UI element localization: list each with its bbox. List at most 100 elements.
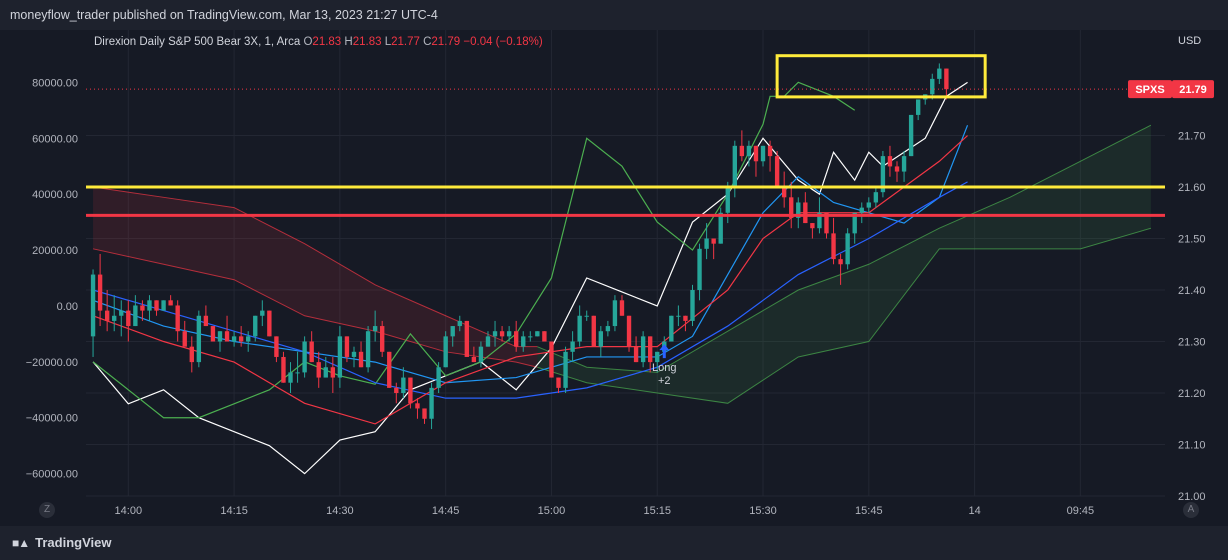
symbol-tag-text: SPXS <box>1135 84 1164 96</box>
left-tick-label: −60000.00 <box>26 469 78 481</box>
candle-body <box>937 68 942 79</box>
candle-body <box>323 367 328 378</box>
symbol-tag <box>1128 80 1172 99</box>
candle-body <box>238 336 244 342</box>
right-tick-label: 21.50 <box>1178 234 1206 246</box>
candle-body <box>711 238 716 244</box>
candle-body <box>514 331 519 347</box>
candle-body <box>598 331 604 347</box>
currency-label: USD <box>1178 35 1202 47</box>
candle-body <box>274 336 279 357</box>
time-tick-label: 14:00 <box>115 505 143 517</box>
left-tick-label: 20000.00 <box>32 245 78 257</box>
candle-body <box>97 274 103 311</box>
candle-body <box>267 310 272 337</box>
candle-body <box>337 336 343 378</box>
candle-body <box>499 331 505 337</box>
candle-body <box>887 156 893 167</box>
left-tick-label: 60000.00 <box>32 133 78 145</box>
candle-body <box>725 187 730 213</box>
candle-body <box>281 356 286 383</box>
candle-body <box>104 310 110 321</box>
candle-body <box>612 300 618 327</box>
candle-body <box>739 145 745 157</box>
symbol-name: Direxion Daily S&P 500 Bear 3X, 1, Arca <box>94 36 301 48</box>
candle-body <box>535 331 540 337</box>
candle-body <box>246 336 251 342</box>
candle-body <box>894 166 900 172</box>
candle-body <box>330 367 336 378</box>
candle-body <box>415 403 420 409</box>
candle-body <box>831 233 836 260</box>
high-value: 21.83 <box>352 36 382 48</box>
candle-body <box>697 248 702 291</box>
candle-body <box>471 356 477 363</box>
candle-body <box>380 326 385 352</box>
candle-body <box>302 341 307 373</box>
candle-body <box>422 408 427 419</box>
candle-body <box>563 351 568 388</box>
candle-body <box>732 145 737 188</box>
candle-body <box>908 114 914 157</box>
cloud-lower-line <box>92 248 538 368</box>
tradingview-logo[interactable]: ■▲ TradingView <box>12 535 111 550</box>
candle-body <box>358 351 364 368</box>
grid-lines <box>86 30 1165 497</box>
time-tick-label: 14:30 <box>326 505 354 517</box>
close-value: 21.79 <box>431 36 461 48</box>
candle-body <box>387 351 392 388</box>
scale-left-button[interactable]: Z <box>39 502 55 518</box>
candle-body <box>542 331 547 342</box>
indicator-line <box>92 81 968 475</box>
candle-body <box>182 331 187 347</box>
candle-body <box>203 315 209 327</box>
level-lines <box>86 88 1165 217</box>
auto-scale-button[interactable]: A <box>1183 502 1199 518</box>
candle-body <box>119 310 124 316</box>
indicator-lines <box>92 81 969 475</box>
candle-body <box>224 331 230 342</box>
candle-body <box>309 341 314 363</box>
candle-body <box>408 377 413 404</box>
right-axis: 21.70 21.60 21.50 21.40 21.30 21.20 21.10 21.00… <box>1128 80 1214 503</box>
price-tag-text: 21.79 <box>1179 84 1207 96</box>
chart-svg[interactable]: Long+2 80000.00 60000.00 40000.00 20000.00 0… <box>0 30 1228 526</box>
candle-body <box>492 331 498 337</box>
candle-body <box>161 300 166 311</box>
candle-body <box>605 326 611 332</box>
cloud-upper-line <box>537 124 1152 373</box>
right-tick-label: 21.20 <box>1178 388 1206 400</box>
time-tick-label: 09:45 <box>1067 505 1095 517</box>
candle-body <box>295 372 300 374</box>
candle-body <box>845 233 850 265</box>
candle-body <box>810 223 815 229</box>
signal-label: Long <box>652 362 676 374</box>
candle-body <box>901 156 907 172</box>
candle-body <box>316 362 321 378</box>
candle-body <box>394 387 399 394</box>
open-label: O <box>303 36 313 48</box>
signal-size: +2 <box>658 375 671 387</box>
symbol-legend: Direxion Daily S&P 500 Bear 3X, 1, Arca … <box>94 36 543 48</box>
candle-body <box>133 305 138 327</box>
high-label: H <box>344 36 353 48</box>
candle-body <box>803 202 808 224</box>
candle-body <box>577 315 582 342</box>
chart-area[interactable] <box>0 30 1228 526</box>
candle-body <box>584 315 589 317</box>
time-tick-label: 14:15 <box>220 505 248 517</box>
candle-body <box>626 315 632 347</box>
cloud-fill <box>93 187 538 368</box>
low-value: 21.77 <box>391 36 420 48</box>
top-bar: moneyflow_trader published on TradingVie… <box>0 0 1228 30</box>
candle-body <box>930 78 935 95</box>
candle-body <box>619 300 625 316</box>
time-tick-label: 14 <box>968 505 980 517</box>
left-tick-label: 0.00 <box>57 301 78 313</box>
candle-body <box>852 212 857 234</box>
candle-body <box>556 377 561 388</box>
candle-body <box>457 320 462 327</box>
time-tick-label: 15:30 <box>749 505 777 517</box>
candle-body <box>753 145 759 162</box>
candle-body <box>521 336 526 347</box>
